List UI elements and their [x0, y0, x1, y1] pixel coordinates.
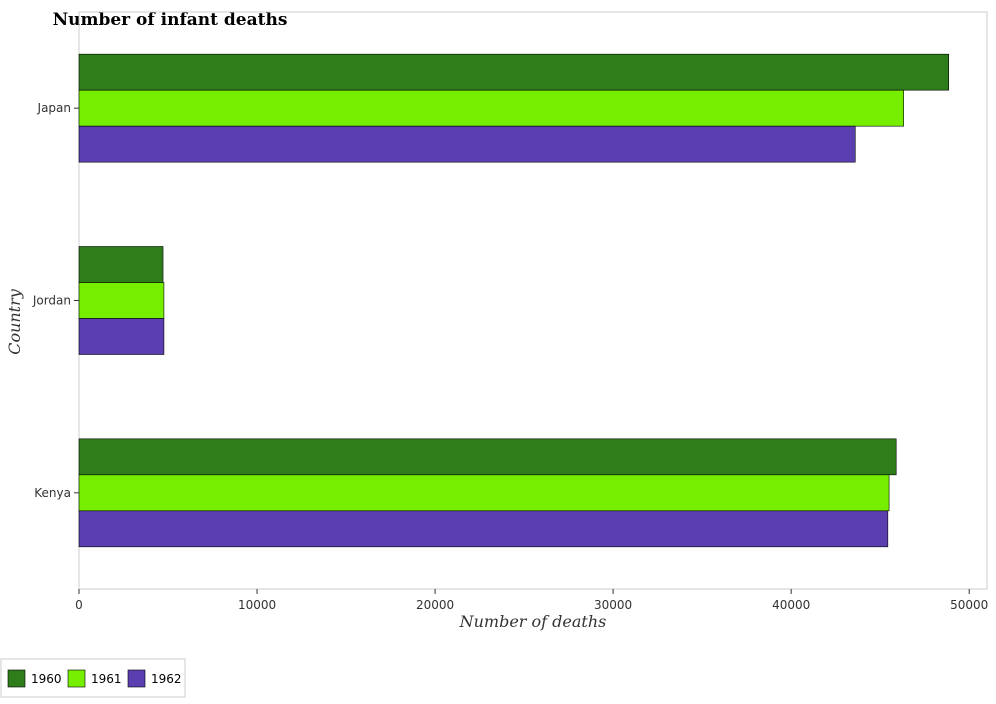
bar-jordan-1960 [79, 247, 163, 283]
bars-layer [79, 54, 949, 547]
bar-kenya-1962 [79, 511, 888, 547]
chart-title: Number of infant deaths [53, 10, 288, 30]
bar-kenya-1961 [79, 475, 889, 511]
x-axis: 0 10000 20000 30000 40000 50000 [75, 589, 988, 612]
legend-swatch-1960 [8, 670, 25, 687]
x-tick-label: 0 [75, 598, 83, 612]
x-tick-label: 40000 [772, 598, 810, 612]
legend-label-1961: 1961 [91, 672, 122, 686]
y-axis-title: Country [5, 288, 24, 355]
legend-swatch-1961 [68, 670, 85, 687]
legend-swatch-1962 [128, 670, 145, 687]
x-tick-label: 50000 [950, 598, 988, 612]
bar-jordan-1961 [79, 283, 164, 319]
bar-japan-1960 [79, 54, 949, 90]
legend-label-1960: 1960 [31, 672, 62, 686]
bar-japan-1962 [79, 126, 855, 162]
y-tick-label-japan: Japan [37, 101, 71, 115]
bar-kenya-1960 [79, 439, 896, 475]
y-axis: Japan Jordan Kenya [32, 101, 79, 500]
x-tick-label: 20000 [416, 598, 454, 612]
legend: 1960 1961 1962 [1, 659, 185, 697]
x-tick-label: 10000 [238, 598, 276, 612]
y-tick-label-kenya: Kenya [34, 486, 71, 500]
bar-japan-1961 [79, 90, 904, 126]
x-tick-label: 30000 [594, 598, 632, 612]
x-axis-title: Number of deaths [459, 612, 607, 631]
legend-label-1962: 1962 [151, 672, 182, 686]
y-tick-label-jordan: Jordan [32, 294, 71, 308]
bar-jordan-1962 [79, 319, 164, 355]
